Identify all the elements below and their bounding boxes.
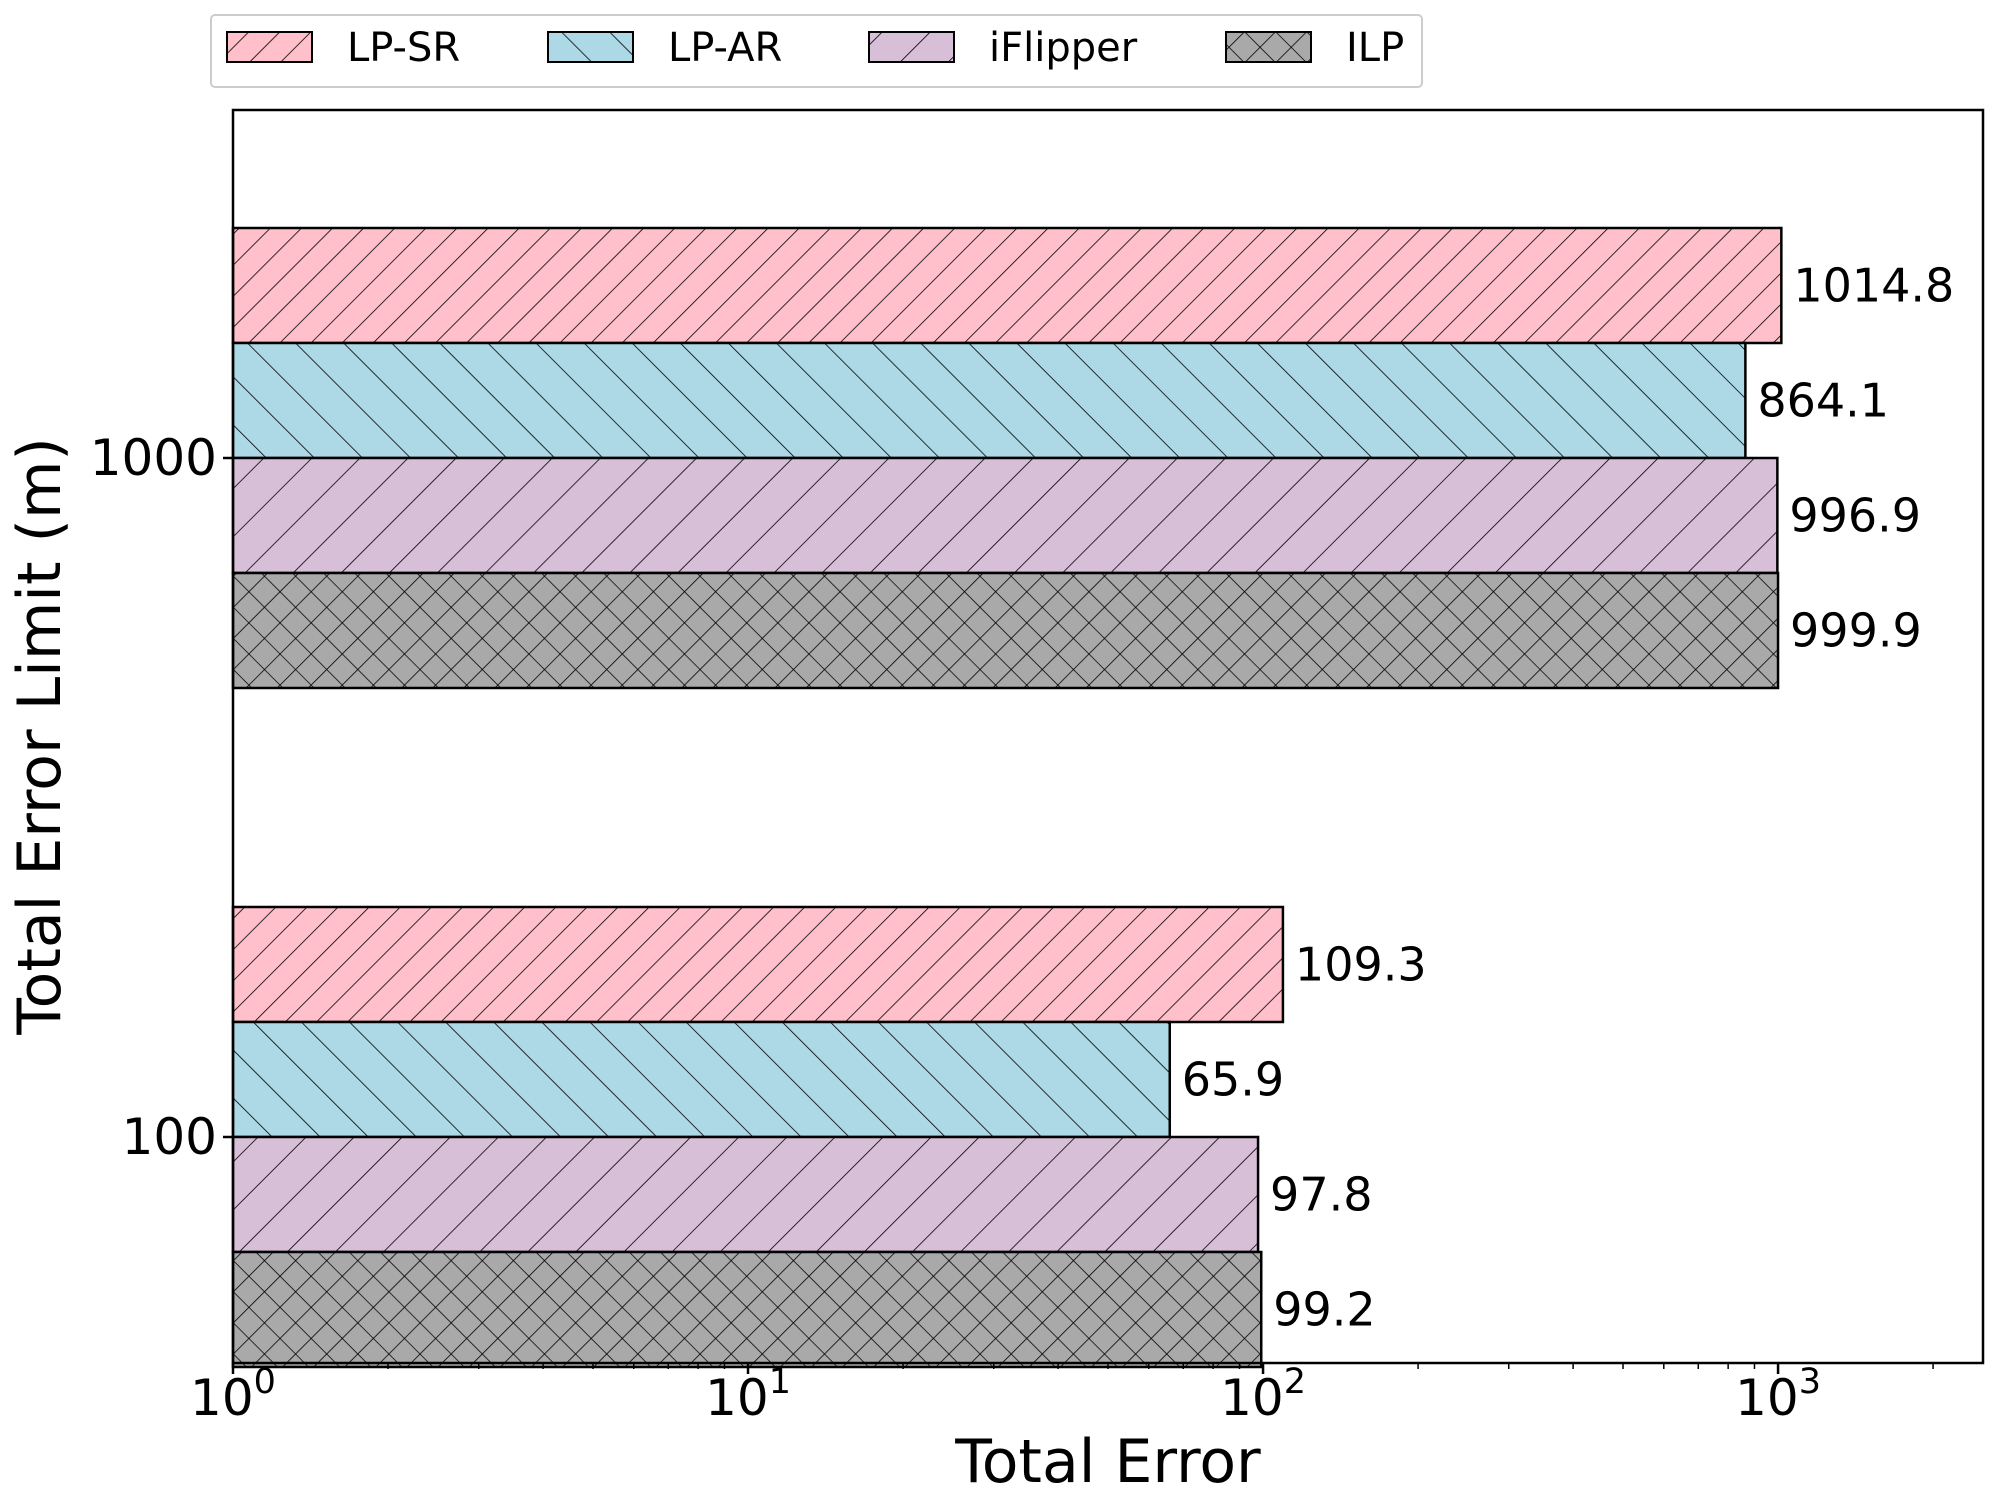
bar-label-ilp-1000: 999.9 [1790,604,1922,658]
x-tick-label: 100 [190,1362,276,1427]
legend-swatch-hatch-lp-sr [226,31,313,63]
bar-label-iflipper-100: 97.8 [1270,1168,1372,1222]
legend: LP-SR LP-AR iFlipper ILP [210,14,1423,88]
bar-label-lp-sr-1000: 1014.8 [1793,259,1954,313]
bar-label-iflipper-1000: 996.9 [1789,489,1921,543]
bar-hatch-lp-sr-100 [231,905,1285,1024]
legend-label-lp-ar: LP-AR [668,25,782,71]
bar-hatch-iflipper-100 [231,1135,1260,1254]
bar-hatch-ilp-1000 [231,571,1780,690]
bars-layer [231,226,1783,1369]
legend-box [210,14,1423,88]
bar-hatch-lp-ar-100 [231,1020,1172,1139]
x-tick-label: 103 [1735,1362,1821,1427]
bar-hatch-lp-ar-1000 [231,341,1747,460]
y-tick-label-100: 100 [122,1108,217,1166]
bar-hatch-ilp-100 [231,1250,1263,1369]
legend-label-ilp: ILP [1346,25,1404,71]
bar-label-lp-sr-100: 109.3 [1295,938,1427,992]
bar-hatch-iflipper-1000 [231,456,1779,575]
legend-swatch-hatch-iflipper [868,31,955,63]
bar-value-labels: 1014.8 864.1 996.9 999.9 109.3 65.9 97.8 99.2 [1182,259,1955,1337]
bar-label-ilp-100: 99.2 [1273,1283,1375,1337]
legend-swatch-hatch-ilp [1225,31,1312,63]
bar-hatch-lp-sr-1000 [231,226,1783,345]
x-tick-label: 101 [705,1362,791,1427]
x-axis: 100 101 102 103 [190,1362,1934,1427]
x-tick-label: 102 [1220,1362,1306,1427]
bar-label-lp-ar-100: 65.9 [1182,1053,1284,1107]
y-axis: 1000 100 [90,429,233,1166]
x-axis-title: Total Error [954,1427,1261,1497]
y-tick-label-1000: 1000 [90,429,217,487]
legend-label-lp-sr: LP-SR [347,25,460,71]
legend-label-iflipper: iFlipper [989,25,1138,71]
legend-swatch-hatch-lp-ar [547,31,634,63]
y-axis-title: Total Error Limit (m) [5,437,75,1036]
bar-label-lp-ar-1000: 864.1 [1757,374,1889,428]
